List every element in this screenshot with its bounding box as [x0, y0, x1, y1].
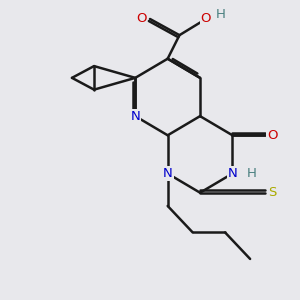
Text: N: N: [228, 167, 237, 180]
Text: H: H: [247, 167, 256, 180]
Text: O: O: [267, 129, 278, 142]
Text: O: O: [201, 13, 211, 26]
Text: N: N: [163, 167, 172, 180]
Text: H: H: [216, 8, 226, 21]
Text: O: O: [136, 13, 146, 26]
Text: S: S: [268, 186, 276, 199]
Text: N: N: [130, 110, 140, 123]
